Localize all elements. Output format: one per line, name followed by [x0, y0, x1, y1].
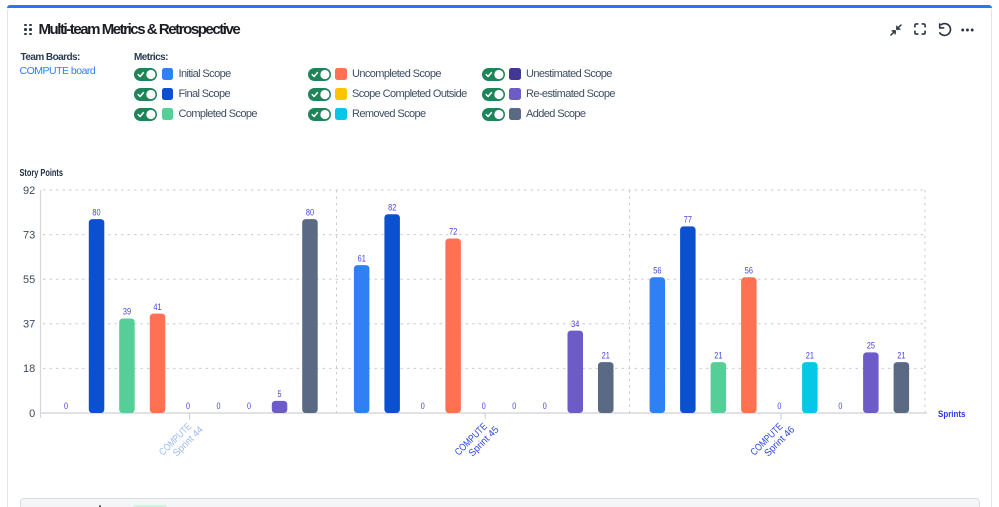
svg-text:0: 0 [512, 401, 516, 412]
svg-text:21: 21 [602, 350, 610, 361]
svg-text:72: 72 [449, 227, 457, 238]
svg-text:18: 18 [23, 363, 35, 375]
svg-text:0: 0 [838, 401, 842, 412]
svg-text:21: 21 [806, 350, 814, 361]
svg-text:Story Points: Story Points [20, 167, 64, 179]
svg-text:73: 73 [23, 229, 35, 241]
svg-text:0: 0 [421, 401, 425, 412]
svg-text:37: 37 [23, 319, 35, 331]
svg-text:0: 0 [543, 401, 547, 412]
svg-text:39: 39 [123, 307, 131, 318]
svg-text:77: 77 [684, 215, 692, 226]
svg-text:80: 80 [306, 207, 314, 218]
svg-text:0: 0 [247, 401, 251, 412]
svg-text:0: 0 [482, 401, 486, 412]
svg-text:21: 21 [714, 350, 722, 361]
svg-text:0: 0 [777, 401, 781, 412]
svg-text:5: 5 [278, 389, 282, 400]
svg-text:21: 21 [897, 350, 905, 361]
svg-text:56: 56 [745, 266, 753, 277]
svg-text:25: 25 [867, 341, 875, 352]
svg-text:0: 0 [29, 408, 35, 420]
svg-text:55: 55 [23, 274, 35, 286]
svg-text:92: 92 [23, 185, 35, 197]
svg-text:0: 0 [186, 401, 190, 412]
svg-text:61: 61 [358, 253, 366, 264]
svg-text:Sprints: Sprints [938, 409, 966, 420]
svg-text:0: 0 [217, 401, 221, 412]
svg-text:82: 82 [388, 202, 396, 213]
svg-text:56: 56 [653, 266, 661, 277]
svg-text:80: 80 [92, 207, 100, 218]
svg-text:0: 0 [64, 401, 68, 412]
svg-text:34: 34 [571, 319, 579, 330]
svg-text:41: 41 [153, 302, 161, 313]
